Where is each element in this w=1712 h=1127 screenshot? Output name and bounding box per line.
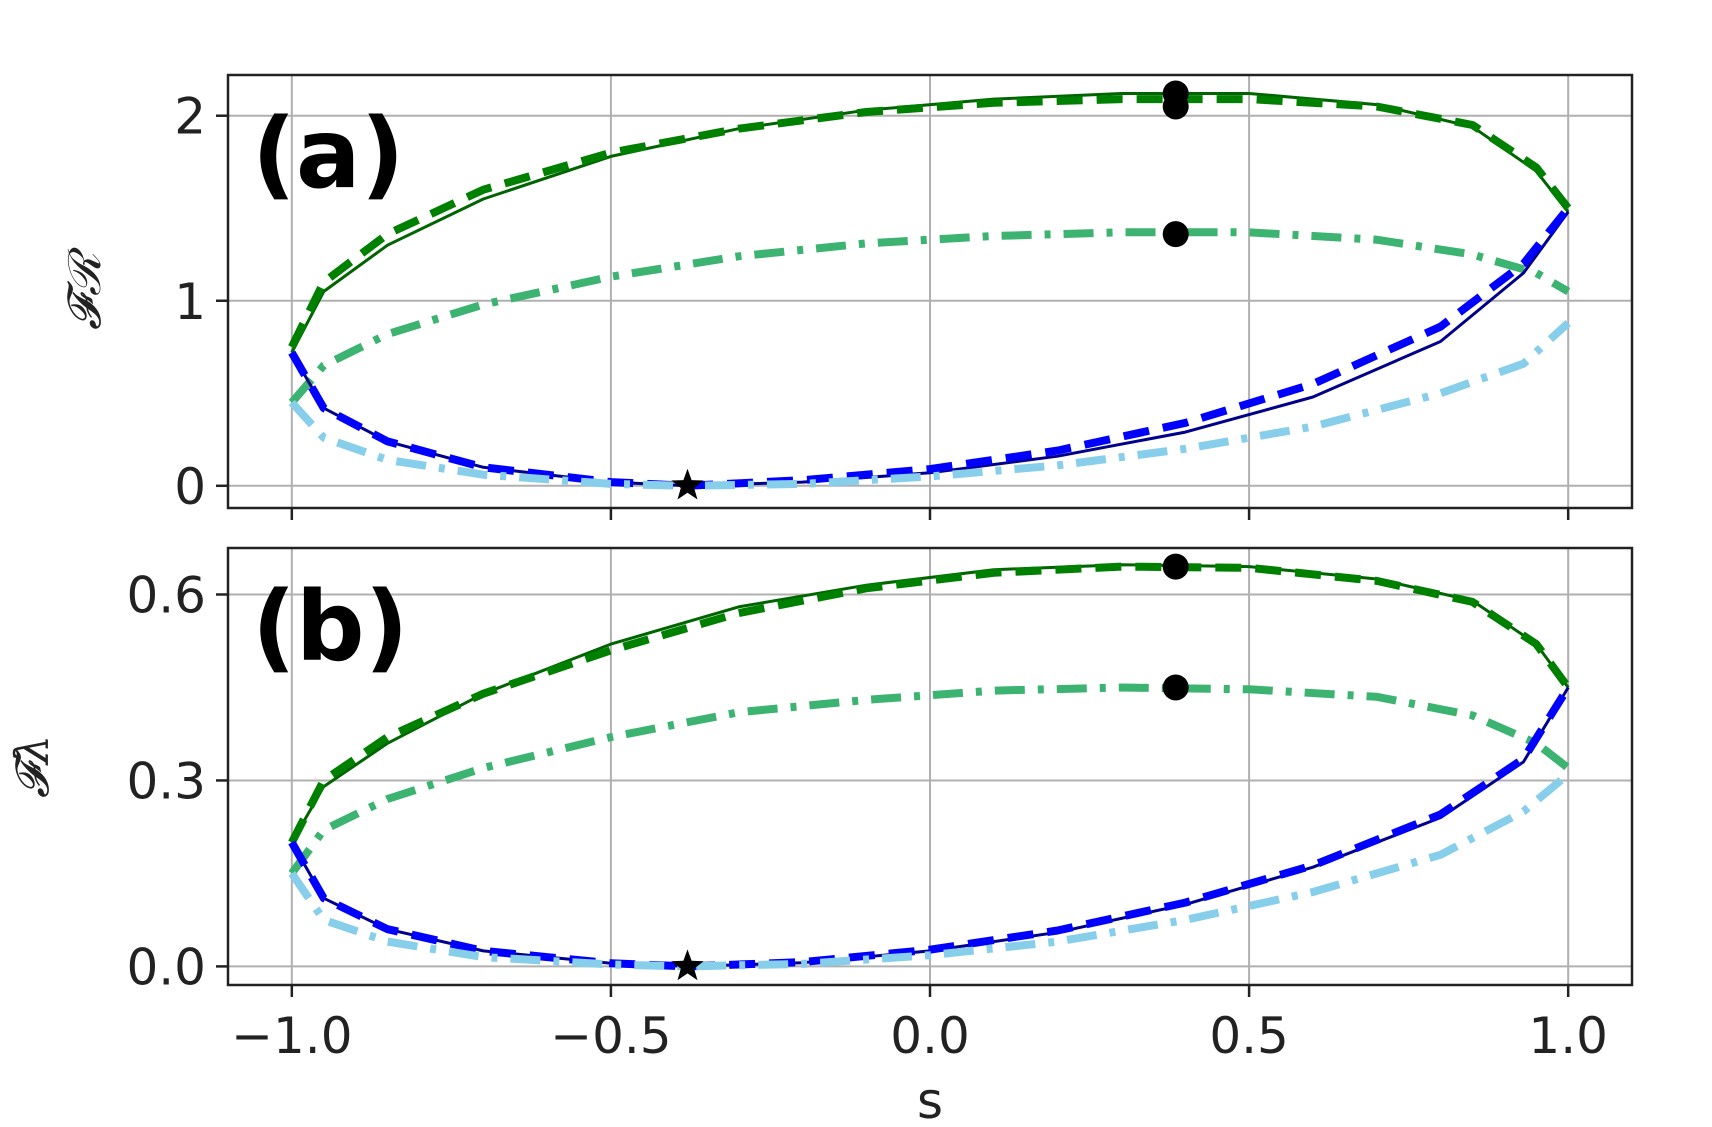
y-tick-label: 1 xyxy=(174,273,206,331)
circle-marker xyxy=(1162,674,1189,701)
series-line-5 xyxy=(288,320,1571,490)
x-tick-label: −0.5 xyxy=(550,1007,671,1065)
y-tick-label: 0.6 xyxy=(126,566,206,624)
series-line-5 xyxy=(288,771,1571,971)
x-tick-label: 0.5 xyxy=(1209,1007,1289,1065)
panel-tag: (b) xyxy=(252,571,408,683)
x-tick-label: 1.0 xyxy=(1528,1007,1608,1065)
x-tick-label: 0.0 xyxy=(890,1007,970,1065)
series-line-2 xyxy=(288,683,1571,876)
circle-marker xyxy=(1162,93,1189,120)
series-group xyxy=(288,562,1572,971)
star-marker xyxy=(671,468,704,500)
panel-tag: (a) xyxy=(252,98,405,210)
y-tick-label: 0 xyxy=(174,458,206,516)
y-tick-label: 0.3 xyxy=(126,752,206,810)
panel-b: −1.0 −0.5 0.0 0.5 1.0 0.0 0.3 0.6 𝓕λ s (b) xyxy=(5,546,1634,1127)
panel-a: 0 1 2 𝓕ℛ (a) xyxy=(57,73,1634,520)
circle-marker xyxy=(1162,553,1189,580)
x-tick-label: −1.0 xyxy=(231,1007,352,1065)
y-axis-label: 𝓕λ xyxy=(5,735,59,798)
y-tick-label: 0.0 xyxy=(126,938,206,996)
x-axis-label: s xyxy=(917,1072,943,1127)
y-axis-label: 𝓕ℛ xyxy=(57,246,111,330)
series-line-4 xyxy=(288,205,1572,490)
series-group xyxy=(288,92,1572,490)
circle-marker xyxy=(1162,221,1189,248)
star-marker xyxy=(671,949,704,981)
series-line-2 xyxy=(288,228,1571,406)
y-tick-label: 2 xyxy=(174,88,206,146)
series-line-1 xyxy=(288,562,1572,845)
series-line-1 xyxy=(288,95,1572,349)
